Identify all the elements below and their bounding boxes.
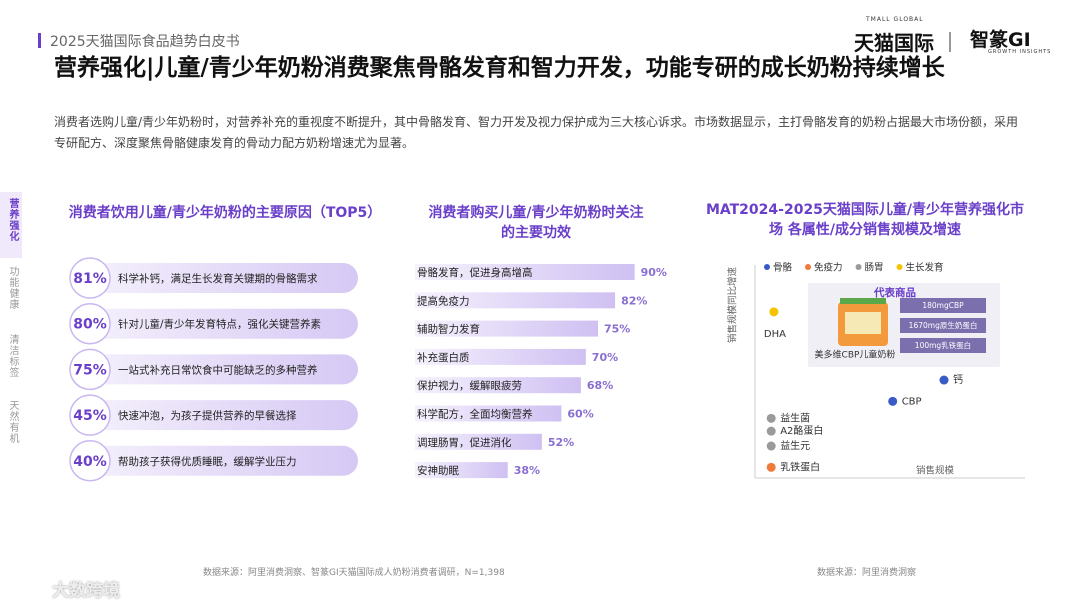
side-nav-item[interactable]: 天然有机 [7, 400, 18, 444]
legend-label: 骨骼 [773, 262, 793, 274]
value-circle [69, 440, 111, 482]
reason-pill [92, 308, 358, 339]
side-nav-item[interactable]: 清洁标签 [7, 334, 18, 378]
category-label: 安神助眠 [417, 464, 459, 477]
bar [415, 292, 616, 309]
value-label: 90% [641, 266, 667, 279]
category-label: 快速冲泡，为孩子提供营养的早餐选择 [118, 409, 297, 422]
value-label: 75% [604, 323, 630, 336]
chart-title: MAT2024-2025天猫国际儿童/青少年营养强化市场 各属性/成分销售规模及… [705, 202, 1025, 238]
report-name: 2025天猫国际食品趋势白皮书 [50, 34, 240, 50]
header-accent [38, 33, 41, 48]
category-label: 调理肠胃，促进消化 [417, 436, 512, 449]
point-label: 益生元 [780, 439, 810, 452]
value-label: 70% [592, 351, 618, 364]
legend-dot [805, 264, 812, 270]
logo-gi-en: GROWTH INSIGHTS [988, 49, 1052, 55]
category-label: 科学补钙，满足生长发育关键期的骨骼需求 [118, 272, 318, 285]
feature-pill [900, 338, 986, 353]
category-label: 帮助孩子获得优质睡眠，缓解学业压力 [118, 455, 297, 468]
bar [415, 377, 581, 394]
point-label: 益生菌 [780, 411, 810, 424]
product-heading: 代表商品 [873, 286, 916, 299]
product-bag-top [840, 298, 886, 304]
category-label: 骨骼发育，促进身高增高 [417, 266, 533, 279]
bar [415, 348, 586, 365]
point [766, 441, 776, 451]
bar [415, 405, 562, 422]
main-title: 营养强化|儿童/青少年奶粉消费聚焦骨骼发育和智力开发，功能专研的成长奶粉持续增长 [54, 55, 945, 81]
bar [415, 462, 508, 479]
side-active-bg [0, 192, 22, 258]
reason-pill [92, 354, 358, 385]
product-name: 美多维CBP儿童奶粉 [815, 349, 896, 361]
bar [415, 433, 542, 450]
point-label: 乳铁蛋白 [780, 460, 820, 473]
category-label: 保护视力，缓解眼疲劳 [417, 379, 522, 392]
watermark: 大数跨境 [52, 581, 120, 601]
logo-tmall-en: TMALL GLOBAL [866, 16, 924, 23]
source: 数据来源：阿里消费洞察 [817, 568, 917, 578]
x-axis-label: 销售规模 [916, 465, 955, 477]
product-bag-label [845, 312, 881, 334]
legend-label: 肠胃 [865, 263, 884, 274]
category-label: 补充蛋白质 [417, 351, 470, 364]
feature-label: 180mgCBP [922, 301, 964, 310]
value-label: 52% [548, 436, 574, 449]
category-label: 辅助智力发育 [417, 323, 480, 336]
value-label: 60% [567, 408, 593, 421]
point [769, 307, 779, 317]
point [766, 426, 776, 436]
legend-dot [764, 264, 770, 270]
bar [415, 264, 635, 280]
y-axis-label: 销售规模同比增速 [727, 267, 739, 344]
point-label: CBP [902, 396, 922, 407]
value-label: 38% [514, 464, 540, 477]
point-label: 钙 [953, 373, 963, 386]
feature-pill [900, 298, 986, 313]
chart-title: 消费者购买儿童/青少年奶粉时关注的主要功效 [428, 205, 644, 241]
reason-pill [92, 263, 358, 293]
category-label: 一站式补充日常饮食中可能缺乏的多种营养 [118, 363, 318, 376]
value-label: 82% [621, 294, 647, 307]
bar [415, 320, 598, 337]
legend-dot [855, 264, 862, 270]
category-label: 科学配方，全面均衡营养 [417, 408, 533, 421]
reason-pill [92, 400, 358, 431]
category-label: 针对儿童/青少年发育特点，强化关键营养素 [118, 318, 321, 331]
value-circle [69, 394, 111, 436]
source: 数据来源：阿里消费洞察、智篆GI天猫国际成人奶粉消费者调研，N=1,398 [203, 568, 505, 578]
point [766, 462, 776, 472]
point [766, 413, 776, 423]
side-nav-item[interactable]: 功能健康 [7, 266, 18, 310]
logo-tmall: 天猫国际 [854, 31, 934, 55]
feature-label: 1670mg原生奶蛋白 [909, 320, 978, 330]
feature-pill [900, 318, 986, 333]
point-label: DHA [764, 329, 786, 340]
value-circle [69, 302, 111, 345]
point-label: A2酪蛋白 [780, 424, 823, 437]
point [939, 375, 949, 385]
value-label: 80% [73, 317, 107, 333]
point [888, 396, 898, 406]
side-nav-item[interactable]: 营养强化 [7, 198, 18, 242]
value-label: 68% [587, 379, 613, 392]
value-label: 81% [73, 271, 107, 287]
legend-dot [896, 264, 903, 270]
description: 消费者选购儿童/青少年奶粉时，对营养补充的重视度不断提升，其中骨骼发育、智力开发… [54, 115, 1019, 150]
chart-title: 消费者饮用儿童/青少年奶粉的主要原因（TOP5） [68, 205, 382, 221]
value-circle [69, 348, 111, 391]
legend-label: 免疫力 [814, 262, 843, 274]
logo-gi: 智篆GI [970, 29, 1031, 51]
legend-label: 生长发育 [906, 262, 944, 274]
feature-label: 100mg乳铁蛋白 [915, 340, 971, 350]
value-label: 40% [73, 454, 107, 470]
value-label: 45% [73, 408, 107, 424]
reason-pill [92, 445, 358, 476]
category-label: 提高免疫力 [417, 294, 470, 307]
value-label: 75% [73, 362, 107, 378]
value-circle [69, 257, 111, 299]
